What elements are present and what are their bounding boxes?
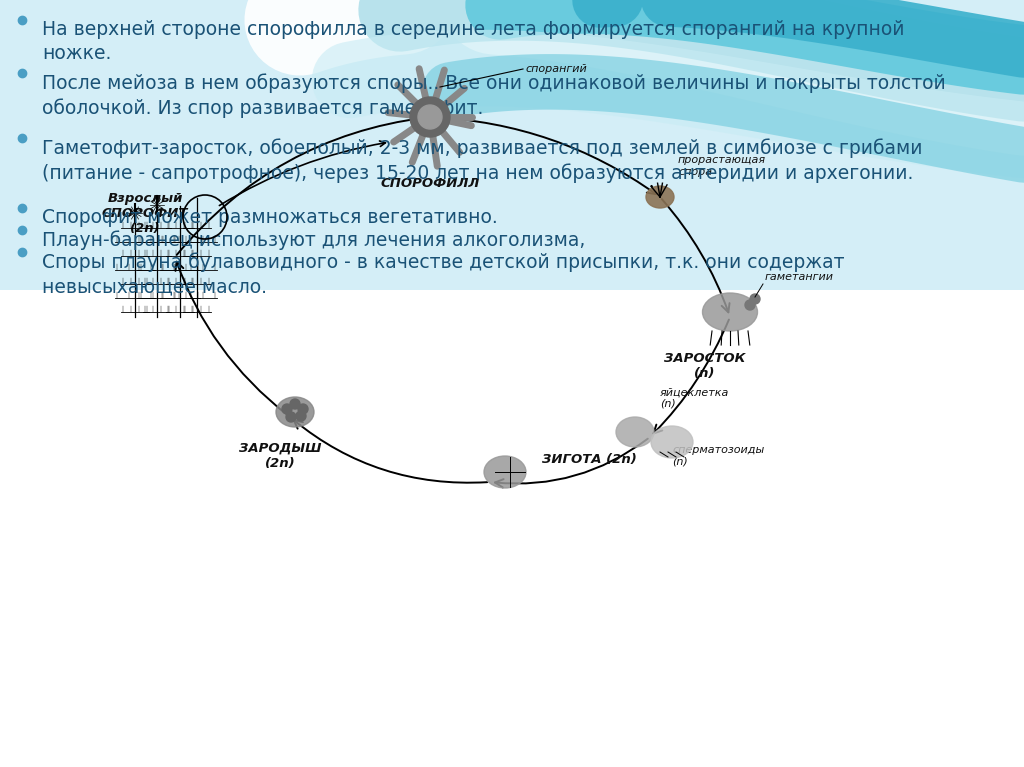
Circle shape	[296, 411, 306, 421]
Circle shape	[298, 404, 308, 414]
Circle shape	[745, 300, 755, 310]
Ellipse shape	[702, 293, 758, 331]
Text: После мейоза в нем образуются споры.. Все они одинаковой величины и покрыты толс: После мейоза в нем образуются споры.. Вс…	[42, 73, 946, 118]
Circle shape	[418, 105, 442, 129]
Text: яйцеклетка
(n): яйцеклетка (n)	[660, 387, 729, 409]
Text: Гаметофит-заросток, обоеполый, 2-3 мм, развивается под землей в симбиозе с гриба: Гаметофит-заросток, обоеполый, 2-3 мм, р…	[42, 138, 923, 183]
Text: На верхней стороне спорофилла в середине лета формируется спорангий на крупной
н: На верхней стороне спорофилла в середине…	[42, 20, 904, 63]
Text: спорангий: спорангий	[525, 64, 587, 74]
Text: Споры плауна булавовидного - в качестве детской присыпки, т.к. они содержат
невы: Споры плауна булавовидного - в качестве …	[42, 252, 845, 296]
Circle shape	[290, 399, 300, 409]
Ellipse shape	[616, 417, 654, 447]
Ellipse shape	[646, 186, 674, 208]
Text: гаметангии: гаметангии	[765, 272, 834, 282]
Text: сперматозоиды
(n): сперматозоиды (n)	[672, 445, 764, 466]
Circle shape	[750, 294, 760, 304]
Text: Плаун-баранец используют для лечения алкоголизма,: Плаун-баранец используют для лечения алк…	[42, 230, 586, 250]
Text: прорастающая
спора: прорастающая спора	[678, 156, 766, 177]
Circle shape	[286, 412, 296, 422]
Circle shape	[282, 404, 292, 414]
Text: ЗАРОСТОК
(n): ЗАРОСТОК (n)	[665, 352, 745, 380]
Ellipse shape	[651, 426, 693, 458]
Circle shape	[410, 97, 450, 137]
Text: Спорофит может размножаться вегетативно.: Спорофит может размножаться вегетативно.	[42, 208, 498, 227]
Text: Взрослый
СПОРОФИТ
(2n): Взрослый СПОРОФИТ (2n)	[101, 192, 188, 235]
Text: ЗИГОТА (2n): ЗИГОТА (2n)	[542, 453, 637, 466]
Bar	[0, 0, 1024, 290]
Text: СПОРОФИЛЛ: СПОРОФИЛЛ	[380, 177, 479, 190]
Bar	[0, 290, 1024, 767]
Ellipse shape	[484, 456, 526, 488]
Ellipse shape	[276, 397, 314, 427]
Text: ЗАРОДЫШ
(2n): ЗАРОДЫШ (2n)	[239, 442, 322, 470]
